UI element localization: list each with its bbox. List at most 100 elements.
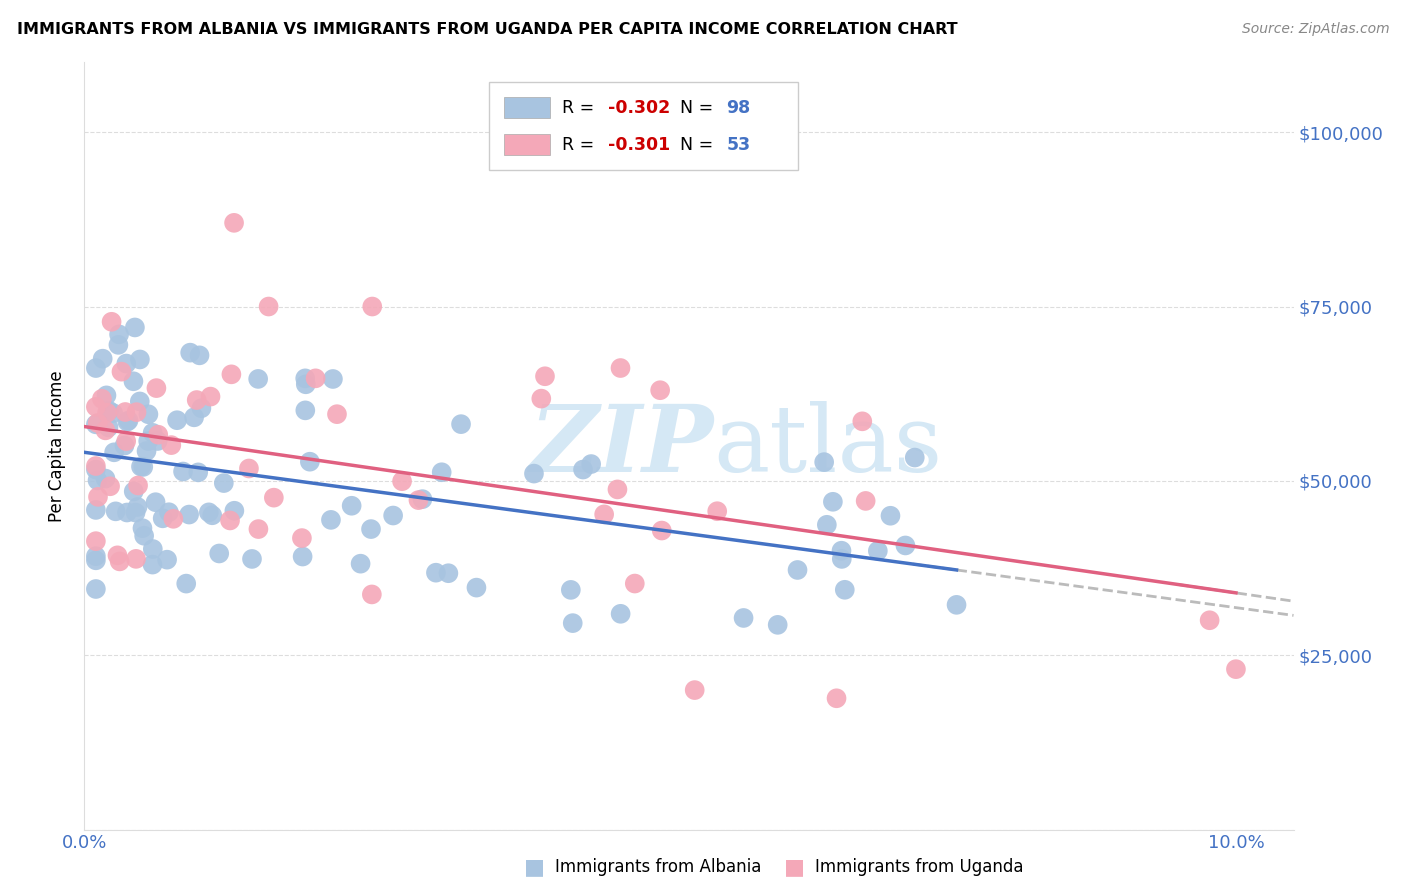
Text: IMMIGRANTS FROM ALBANIA VS IMMIGRANTS FROM UGANDA PER CAPITA INCOME CORRELATION : IMMIGRANTS FROM ALBANIA VS IMMIGRANTS FR…: [17, 22, 957, 37]
Point: [115, 434, 138, 449]
Point: [733, 611, 755, 625]
Point: [291, 531, 314, 545]
Point: [263, 491, 285, 505]
Point: [148, 427, 170, 442]
Point: [219, 513, 242, 527]
Point: [247, 522, 270, 536]
Point: [124, 320, 146, 334]
Point: [188, 348, 211, 362]
Point: [84, 582, 107, 596]
Point: [257, 300, 280, 314]
Point: [298, 455, 321, 469]
Y-axis label: Per Capita Income: Per Capita Income: [48, 370, 66, 522]
Point: [437, 566, 460, 581]
Point: [145, 495, 167, 509]
Point: [108, 327, 131, 342]
Point: [813, 455, 835, 469]
Point: [145, 381, 167, 395]
Point: [411, 492, 433, 507]
Point: [129, 459, 152, 474]
Point: [115, 357, 138, 371]
Point: [208, 546, 231, 560]
Point: [786, 563, 808, 577]
Point: [114, 405, 136, 419]
Point: [224, 504, 246, 518]
Point: [240, 552, 263, 566]
Point: [304, 371, 326, 385]
Point: [107, 338, 129, 352]
Point: [651, 524, 673, 538]
Point: [136, 434, 159, 449]
Point: [97, 420, 120, 434]
Point: [879, 508, 901, 523]
Point: [579, 457, 602, 471]
Point: [221, 368, 243, 382]
Point: [84, 553, 107, 567]
Point: [124, 506, 146, 520]
Text: R =: R =: [562, 136, 600, 153]
Point: [534, 369, 557, 384]
Point: [117, 415, 139, 429]
Point: [222, 216, 245, 230]
Point: [561, 616, 583, 631]
Point: [238, 461, 260, 475]
Point: [623, 576, 645, 591]
Point: [162, 512, 184, 526]
Point: [174, 576, 197, 591]
Point: [84, 417, 107, 432]
Point: [593, 508, 616, 522]
Point: [91, 392, 114, 406]
Point: [129, 352, 152, 367]
Point: [101, 406, 124, 420]
Point: [86, 416, 108, 430]
Point: [125, 405, 148, 419]
Text: ■: ■: [785, 857, 804, 877]
Point: [141, 558, 163, 572]
FancyBboxPatch shape: [503, 97, 550, 119]
Point: [84, 549, 107, 564]
Point: [198, 505, 221, 519]
Text: 53: 53: [727, 136, 751, 153]
Point: [131, 521, 153, 535]
FancyBboxPatch shape: [489, 81, 797, 169]
Point: [425, 566, 447, 580]
Text: 98: 98: [727, 99, 751, 117]
Point: [122, 374, 145, 388]
Point: [450, 417, 472, 432]
Point: [609, 361, 631, 376]
Point: [96, 406, 118, 420]
Point: [138, 407, 160, 421]
Point: [326, 407, 349, 421]
Point: [706, 504, 728, 518]
Point: [166, 413, 188, 427]
Point: [866, 544, 889, 558]
Point: [128, 394, 150, 409]
Text: ZIP: ZIP: [529, 401, 713, 491]
Point: [212, 476, 235, 491]
Point: [104, 504, 127, 518]
Point: [683, 683, 706, 698]
Text: atlas: atlas: [713, 401, 942, 491]
FancyBboxPatch shape: [503, 134, 550, 155]
Point: [201, 508, 224, 523]
Text: -0.302: -0.302: [607, 99, 671, 117]
Point: [142, 542, 165, 557]
Point: [172, 465, 194, 479]
Point: [142, 425, 165, 440]
Point: [94, 423, 117, 437]
Point: [127, 500, 149, 514]
Point: [135, 444, 157, 458]
Point: [904, 450, 927, 465]
Point: [294, 403, 316, 417]
Point: [349, 557, 371, 571]
Point: [572, 462, 595, 476]
Point: [319, 513, 342, 527]
Point: [815, 517, 838, 532]
Point: [200, 390, 222, 404]
Point: [84, 458, 107, 473]
Point: [134, 529, 156, 543]
Point: [98, 479, 121, 493]
Point: [179, 508, 201, 522]
Point: [125, 552, 148, 566]
Point: [560, 582, 582, 597]
